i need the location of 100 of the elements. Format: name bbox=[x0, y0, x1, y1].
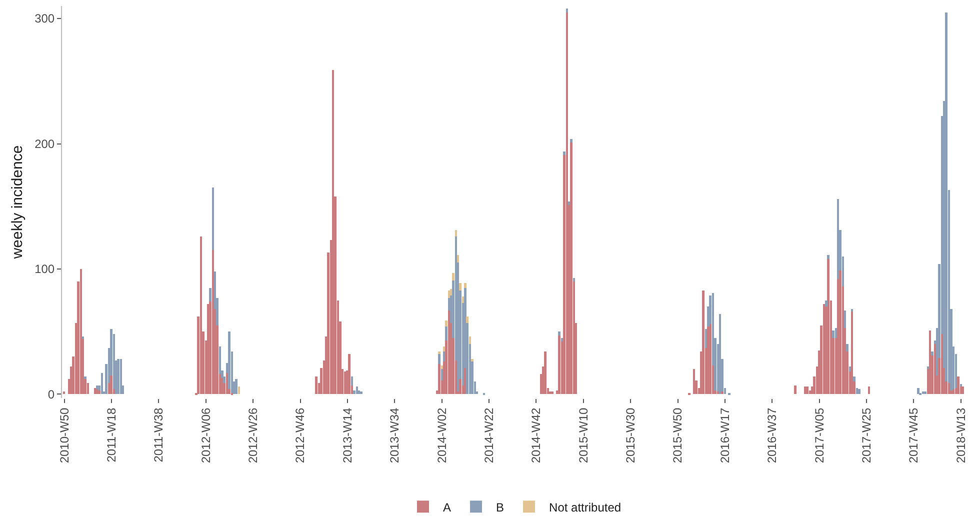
bar bbox=[719, 314, 722, 394]
bar bbox=[469, 336, 472, 344]
x-tick-label: 2014-W22 bbox=[482, 407, 496, 464]
bar bbox=[117, 359, 120, 394]
bar bbox=[835, 328, 837, 338]
x-tick-label: 2017-W45 bbox=[906, 407, 921, 464]
y-axis-title: weekly incidence bbox=[9, 145, 26, 260]
x-tick-label: 2013-W34 bbox=[388, 407, 402, 464]
bar bbox=[693, 369, 696, 394]
bar bbox=[851, 309, 854, 312]
bar bbox=[544, 352, 547, 394]
x-tick-label: 2012-W46 bbox=[293, 407, 308, 464]
bar bbox=[927, 366, 929, 370]
bar bbox=[570, 138, 572, 143]
bar bbox=[827, 258, 830, 394]
legend-label: A bbox=[443, 500, 452, 514]
bar bbox=[356, 386, 358, 394]
bar bbox=[332, 70, 334, 394]
bar bbox=[235, 379, 238, 394]
bar bbox=[558, 335, 561, 394]
bar bbox=[80, 269, 82, 394]
bar bbox=[443, 346, 446, 352]
y-tick-label: 300 bbox=[34, 12, 55, 26]
bar bbox=[441, 369, 443, 380]
bar bbox=[806, 386, 808, 394]
bar bbox=[101, 372, 103, 394]
bar bbox=[207, 304, 210, 394]
bar bbox=[566, 8, 568, 12]
bar bbox=[110, 375, 112, 394]
x-tick-label: 2014-W42 bbox=[529, 407, 544, 464]
bar bbox=[452, 272, 455, 280]
x-tick-label: 2015-W10 bbox=[576, 407, 590, 464]
bar bbox=[957, 376, 960, 394]
bar bbox=[438, 352, 440, 354]
bar bbox=[962, 386, 964, 394]
bar bbox=[200, 236, 202, 394]
bar bbox=[794, 385, 797, 394]
x-tick-label: 2013-W14 bbox=[340, 407, 354, 464]
bar bbox=[717, 392, 719, 394]
bar bbox=[353, 390, 356, 394]
y-tick-label: 200 bbox=[34, 136, 55, 151]
bar bbox=[941, 334, 943, 394]
bar bbox=[445, 320, 448, 327]
x-tick-label: 2016-W37 bbox=[765, 407, 780, 464]
bar bbox=[209, 288, 212, 302]
bar bbox=[868, 386, 870, 394]
bar bbox=[561, 338, 564, 342]
x-tick-label: 2010-W50 bbox=[57, 407, 72, 464]
bar bbox=[438, 354, 440, 364]
bar bbox=[441, 365, 443, 370]
bar bbox=[856, 388, 858, 394]
bar bbox=[566, 12, 568, 394]
x-tick-label: 2018-W13 bbox=[954, 407, 968, 464]
bar bbox=[853, 376, 856, 382]
x-tick-label: 2011-W38 bbox=[152, 407, 166, 462]
x-tick-label: 2015-W50 bbox=[670, 407, 685, 464]
bar bbox=[87, 382, 89, 394]
bar bbox=[917, 388, 920, 394]
bar bbox=[238, 386, 240, 394]
bar bbox=[455, 230, 457, 236]
bar bbox=[459, 379, 462, 394]
bar bbox=[721, 392, 724, 394]
bar bbox=[929, 330, 932, 394]
bar bbox=[825, 300, 828, 307]
bar bbox=[809, 390, 811, 394]
bar bbox=[94, 388, 96, 394]
bar bbox=[549, 392, 552, 394]
bar bbox=[445, 326, 448, 340]
bar bbox=[837, 198, 840, 280]
bar bbox=[823, 304, 825, 394]
x-tick-label: 2017-W25 bbox=[859, 407, 874, 464]
bar bbox=[84, 376, 86, 380]
bar bbox=[934, 344, 936, 394]
bar bbox=[960, 384, 962, 387]
bar bbox=[948, 382, 950, 394]
bar bbox=[945, 12, 948, 382]
bar bbox=[922, 392, 924, 394]
bar bbox=[702, 290, 705, 394]
bar bbox=[443, 352, 446, 362]
bar bbox=[450, 289, 452, 296]
bar bbox=[120, 359, 122, 394]
bar bbox=[709, 324, 712, 394]
x-tick-label: 2017-W05 bbox=[812, 407, 826, 464]
bar bbox=[839, 270, 842, 394]
bar bbox=[573, 278, 575, 282]
bar bbox=[351, 376, 354, 386]
bar bbox=[570, 142, 572, 394]
bar bbox=[226, 372, 228, 394]
bar bbox=[471, 359, 474, 362]
bar bbox=[832, 330, 834, 338]
bar bbox=[315, 376, 318, 394]
bar bbox=[82, 336, 84, 340]
x-tick-label: 2011-W18 bbox=[104, 407, 118, 462]
legend-label: Not attributed bbox=[549, 500, 622, 514]
bar bbox=[457, 255, 460, 263]
bar bbox=[462, 296, 464, 303]
bar bbox=[228, 332, 230, 390]
bar bbox=[846, 344, 849, 352]
bar bbox=[464, 282, 466, 288]
y-tick-label: 0 bbox=[48, 387, 55, 402]
